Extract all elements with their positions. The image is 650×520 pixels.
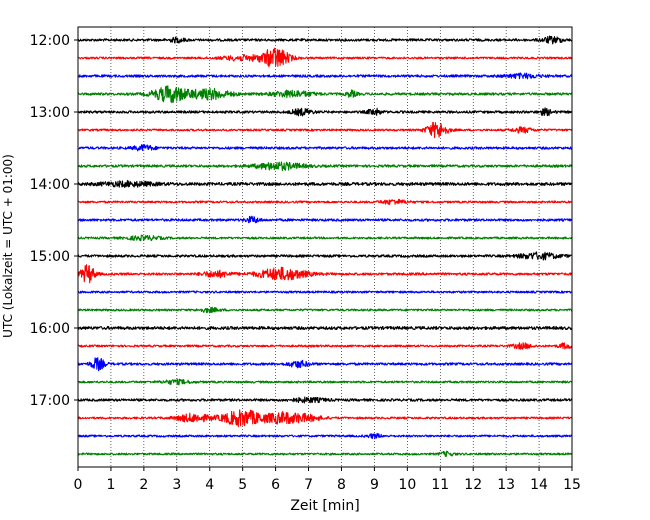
x-tick-label-7: 7: [304, 477, 313, 493]
x-tick-label-14: 14: [530, 477, 548, 493]
trace-1415: [77, 198, 573, 205]
x-tick-label-10: 10: [398, 477, 416, 493]
trace-1330: [77, 144, 573, 152]
x-tick-label-1: 1: [106, 477, 115, 493]
trace-1200: [77, 35, 573, 45]
trace-1600: [77, 325, 573, 331]
trace-1615: [77, 342, 573, 350]
trace-1530: [77, 290, 573, 294]
trace-1700: [77, 396, 573, 404]
trace-layer: [77, 35, 573, 457]
y-tick-label-1400: 14:00: [30, 177, 70, 193]
y-tick-label-1600: 16:00: [30, 321, 70, 337]
x-tick-label-0: 0: [74, 477, 83, 493]
trace-1400: [77, 180, 573, 189]
plot-frame: [77, 26, 573, 468]
x-tick-label-3: 3: [172, 477, 181, 493]
trace-1545: [77, 306, 573, 314]
x-tick-label-13: 13: [497, 477, 515, 493]
trace-1430: [77, 215, 573, 224]
x-tick-label-5: 5: [238, 477, 247, 493]
trace-1730: [77, 432, 573, 440]
x-tick-label-12: 12: [464, 477, 482, 493]
trace-1445: [77, 234, 573, 242]
x-tick-label-8: 8: [337, 477, 346, 493]
y-tick-label-1500: 15:00: [30, 249, 70, 265]
trace-1500: [77, 251, 573, 261]
trace-1230: [77, 72, 573, 80]
x-tick-label-4: 4: [205, 477, 214, 493]
trace-1715: [77, 409, 573, 428]
x-tick-label-6: 6: [271, 477, 280, 493]
trace-1215: [77, 47, 573, 68]
x-tick-label-15: 15: [563, 477, 581, 493]
trace-1345: [77, 161, 573, 172]
y-tick-label-1200: 12:00: [30, 33, 70, 49]
trace-1645: [77, 378, 573, 386]
x-tick-label-2: 2: [139, 477, 148, 493]
trace-1315: [77, 121, 573, 139]
x-tick-label-9: 9: [370, 477, 379, 493]
y-tick-label-1300: 13:00: [30, 105, 70, 121]
y-axis-label: UTC (Lokalzeit = UTC + 01:00): [1, 154, 15, 338]
trace-1745: [77, 450, 573, 457]
grid-layer: [110, 27, 540, 467]
trace-1515: [77, 264, 573, 284]
y-tick-label-1700: 17:00: [30, 393, 70, 409]
x-tick-label-11: 11: [431, 477, 449, 493]
axis-layer: 0 1 2 3 4 5 6 7 8 9 10 11 12 13 14 1512:0013:0014:0015:…: [30, 26, 581, 493]
trace-1245: [77, 85, 573, 104]
trace-1630: [77, 357, 573, 372]
trace-1300: [77, 107, 573, 117]
x-axis-label: Zeit [min]: [290, 498, 359, 514]
